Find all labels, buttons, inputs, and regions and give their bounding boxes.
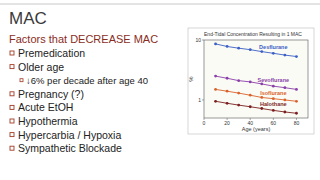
x-tick-label: 80 bbox=[294, 120, 300, 126]
bullet: Hypothermia bbox=[18, 115, 78, 127]
data-point bbox=[283, 111, 286, 114]
data-point bbox=[295, 112, 298, 115]
data-point bbox=[260, 50, 263, 53]
y-tick-label: 10 bbox=[195, 37, 201, 43]
data-point bbox=[226, 90, 229, 93]
data-point bbox=[260, 96, 263, 99]
data-point bbox=[249, 48, 252, 51]
bullet: Acute EtOH bbox=[18, 101, 73, 113]
background bbox=[0, 0, 320, 180]
bullet: Sympathetic Blockade bbox=[18, 142, 122, 154]
y-tick bbox=[202, 99, 204, 100]
bullet: Hypercarbia / Hypoxia bbox=[18, 129, 121, 141]
slide: MAC Factors that DECREASE MAC Premedicatio… bbox=[0, 0, 320, 180]
series-label: Isoflurane bbox=[260, 90, 286, 96]
y-tick bbox=[202, 40, 204, 41]
bullet: Premedication bbox=[18, 47, 85, 59]
bullet: Older age bbox=[18, 61, 64, 73]
data-point bbox=[295, 55, 298, 58]
data-point bbox=[283, 54, 286, 57]
series-line bbox=[216, 89, 297, 101]
data-point bbox=[272, 52, 275, 55]
data-point bbox=[272, 109, 275, 112]
data-point bbox=[226, 77, 229, 80]
series-line bbox=[216, 76, 297, 89]
heading: Factors that DECREASE MAC bbox=[9, 33, 158, 45]
data-point bbox=[249, 94, 252, 97]
x-tick-label: 0 bbox=[203, 120, 206, 126]
data-point bbox=[214, 43, 217, 46]
data-point bbox=[237, 79, 240, 82]
y-axis-label: % bbox=[188, 76, 194, 82]
data-point bbox=[214, 75, 217, 78]
data-point bbox=[237, 104, 240, 107]
data-point bbox=[214, 88, 217, 91]
data-point bbox=[260, 107, 263, 110]
slide-title: MAC bbox=[9, 9, 47, 28]
bullet-marker bbox=[10, 65, 14, 69]
data-point bbox=[295, 100, 298, 103]
data-point bbox=[272, 97, 275, 100]
data-point bbox=[237, 92, 240, 95]
series-line bbox=[216, 44, 297, 57]
bullet-marker bbox=[10, 105, 14, 109]
bullet-marker bbox=[10, 146, 14, 150]
sub-bullet: ↓6% per decade after age 40 bbox=[26, 75, 148, 86]
plot-marks bbox=[214, 43, 298, 115]
bullet: Pregnancy (?) bbox=[18, 88, 84, 100]
top-rule bbox=[0, 4, 320, 5]
x-axis-label: Age (years) bbox=[242, 126, 271, 132]
sub-bullet-marker bbox=[20, 79, 23, 82]
data-point bbox=[272, 85, 275, 88]
plot-frame bbox=[204, 40, 308, 118]
data-point bbox=[249, 81, 252, 84]
series-label: Sevoflurane bbox=[258, 77, 289, 83]
data-point bbox=[237, 47, 240, 50]
bullet-marker bbox=[10, 119, 14, 123]
bullet-marker bbox=[10, 92, 14, 96]
data-point bbox=[295, 88, 298, 91]
x-tick-label: 20 bbox=[224, 120, 230, 126]
x-tick-label: 60 bbox=[271, 120, 277, 126]
y-tick-label: 1 bbox=[198, 97, 201, 103]
series-line bbox=[216, 101, 297, 113]
bullet-marker bbox=[10, 133, 14, 137]
data-point bbox=[226, 102, 229, 105]
series-label: Desflurane bbox=[259, 44, 287, 50]
data-point bbox=[226, 45, 229, 48]
bullet-marker bbox=[10, 51, 14, 55]
series-label: Halothane bbox=[260, 101, 287, 107]
data-point bbox=[249, 105, 252, 108]
data-point bbox=[214, 100, 217, 103]
chart-panel bbox=[188, 28, 314, 134]
chart-title: End-Tidal Concentration Resulting in 1 M… bbox=[204, 31, 302, 37]
